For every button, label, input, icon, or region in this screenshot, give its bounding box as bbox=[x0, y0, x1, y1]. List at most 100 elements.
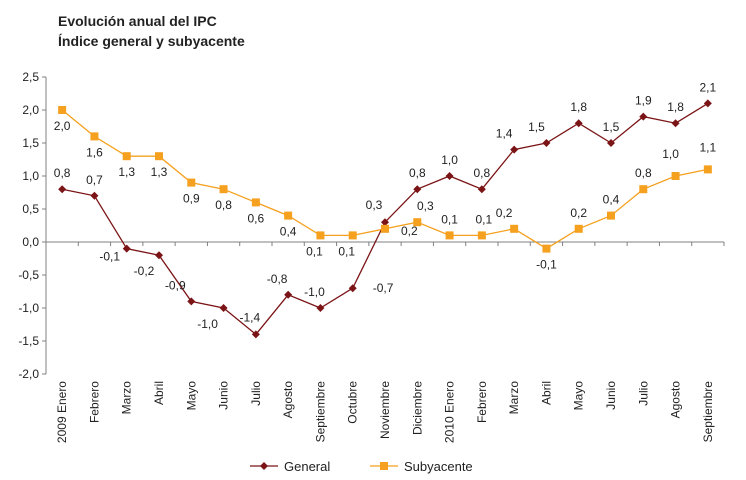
subyacente-data-point bbox=[542, 244, 551, 253]
general-data-point bbox=[155, 251, 163, 260]
y-tick-label: -1,5 bbox=[18, 334, 39, 348]
general-data-label: 0,7 bbox=[86, 173, 103, 187]
subyacente-data-point bbox=[316, 231, 325, 240]
general-data-label: -0,8 bbox=[267, 272, 288, 286]
general-data-label: 1,5 bbox=[603, 120, 620, 134]
subyacente-data-label: 0,1 bbox=[441, 212, 458, 226]
subyacente-data-label: 0,3 bbox=[417, 199, 434, 213]
general-data-label: 0,8 bbox=[409, 166, 426, 180]
general-data-point bbox=[251, 330, 260, 339]
y-tick-label: -2,0 bbox=[18, 367, 39, 381]
general-data-label: 1,8 bbox=[667, 100, 684, 114]
subyacente-data-point bbox=[510, 224, 519, 233]
subyacente-data-label: 0,4 bbox=[280, 225, 297, 239]
y-tick-label: -0,5 bbox=[18, 268, 39, 282]
legend-label-subyacente: Subyacente bbox=[404, 459, 473, 474]
general-data-label: 1,4 bbox=[496, 127, 513, 141]
x-tick-label: Mayo bbox=[184, 381, 198, 411]
subyacente-data-point bbox=[413, 218, 422, 227]
subyacente-data-label: 1,3 bbox=[118, 165, 135, 179]
general-data-label: 1,0 bbox=[441, 153, 458, 167]
subyacente-data-point bbox=[155, 152, 163, 161]
subyacente-data-point bbox=[187, 178, 196, 187]
y-tick-label: 2,0 bbox=[22, 103, 39, 117]
subyacente-data-label: 0,2 bbox=[496, 206, 513, 220]
subyacente-data-label: 1,6 bbox=[86, 145, 103, 159]
general-data-point bbox=[90, 191, 99, 200]
general-data-point bbox=[477, 185, 486, 194]
general-data-label: -1,0 bbox=[197, 317, 218, 331]
legend-marker-general bbox=[260, 462, 268, 470]
general-data-label: -0,9 bbox=[165, 278, 186, 292]
subyacente-data-label: -0,1 bbox=[536, 258, 557, 272]
general-data-point bbox=[703, 99, 712, 108]
subyacente-data-label: 0,2 bbox=[570, 206, 587, 220]
subyacente-data-label: 1,0 bbox=[662, 147, 679, 161]
subyacente-data-label: 0,6 bbox=[248, 211, 265, 225]
x-tick-label: Julio bbox=[249, 381, 263, 406]
x-tick-label: Noviembre bbox=[378, 381, 392, 439]
subyacente-data-label: 0,2 bbox=[401, 224, 418, 238]
chart-title: Evolución anual del IPC bbox=[58, 13, 217, 29]
legend-label-general: General bbox=[284, 459, 330, 474]
general-data-label: -0,2 bbox=[134, 264, 155, 278]
y-tick-label: 0,5 bbox=[22, 202, 39, 216]
subyacente-data-point bbox=[348, 231, 357, 240]
y-tick-label: 0,0 bbox=[22, 235, 39, 249]
x-tick-label: Agosto bbox=[281, 381, 295, 419]
general-data-point bbox=[381, 218, 389, 227]
x-tick-label: Junio bbox=[217, 381, 231, 410]
subyacente-data-point bbox=[607, 211, 615, 220]
x-tick-label: Febrero bbox=[475, 381, 489, 423]
general-data-point bbox=[671, 119, 680, 128]
x-tick-label: Marzo bbox=[507, 381, 521, 415]
x-tick-label: Septiembre bbox=[701, 381, 715, 443]
subyacente-data-label: 0,4 bbox=[603, 193, 620, 207]
general-data-point bbox=[122, 244, 131, 253]
x-tick-label: 2009 Enero bbox=[55, 381, 69, 443]
subyacente-data-point bbox=[122, 152, 131, 161]
subyacente-data-label: 0,1 bbox=[338, 244, 355, 258]
subyacente-data-point bbox=[639, 185, 648, 194]
legend-marker-subyacente bbox=[380, 462, 388, 470]
y-tick-label: 2,5 bbox=[22, 70, 39, 84]
y-tick-label: 1,0 bbox=[22, 169, 39, 183]
x-tick-label: Mayo bbox=[572, 381, 586, 411]
general-data-label: 1,8 bbox=[570, 100, 587, 114]
subyacente-data-point bbox=[284, 211, 293, 220]
general-data-label: 2,1 bbox=[700, 80, 717, 94]
x-tick-label: Febrero bbox=[87, 381, 101, 423]
subyacente-data-label: 0,8 bbox=[635, 166, 652, 180]
x-tick-label: Marzo bbox=[120, 381, 134, 415]
subyacente-data-label: 0,1 bbox=[306, 244, 323, 258]
x-tick-label: Septiembre bbox=[313, 381, 327, 443]
general-data-point bbox=[413, 185, 422, 194]
subyacente-data-label: 2,0 bbox=[54, 119, 71, 133]
subyacente-data-point bbox=[58, 106, 67, 114]
x-tick-label: Junio bbox=[604, 381, 618, 410]
subyacente-data-label: 0,1 bbox=[476, 212, 493, 226]
general-data-point bbox=[445, 172, 454, 180]
general-data-label: 0,8 bbox=[54, 166, 71, 180]
general-data-label: -0,1 bbox=[99, 250, 120, 264]
general-data-point bbox=[316, 304, 325, 312]
x-tick-label: Octubre bbox=[346, 381, 360, 424]
subyacente-data-label: 1,1 bbox=[700, 140, 717, 154]
subyacente-data-label: 0,9 bbox=[183, 192, 200, 206]
general-data-point bbox=[284, 290, 293, 299]
subyacente-data-point bbox=[671, 172, 680, 180]
general-data-point bbox=[607, 139, 615, 147]
general-data-point bbox=[639, 112, 648, 121]
subyacente-data-label: 1,3 bbox=[151, 165, 168, 179]
subyacente-data-point bbox=[381, 224, 389, 233]
y-tick-label: 1,5 bbox=[22, 136, 39, 150]
general-data-point bbox=[187, 297, 196, 306]
general-data-point bbox=[574, 119, 583, 128]
x-tick-label: 2010 Enero bbox=[443, 381, 457, 443]
subyacente-data-point bbox=[251, 198, 260, 207]
general-data-label: 1,5 bbox=[528, 120, 545, 134]
general-data-point bbox=[542, 139, 551, 147]
chart-subtitle: Índice general y subyacente bbox=[58, 33, 245, 49]
subyacente-data-point bbox=[477, 231, 486, 240]
